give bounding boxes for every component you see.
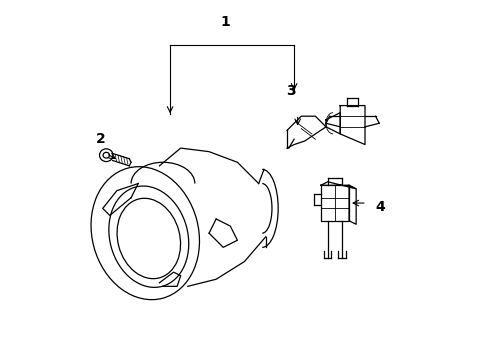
- Text: 1: 1: [220, 15, 229, 30]
- Bar: [320, 185, 348, 221]
- Text: 3: 3: [285, 85, 295, 99]
- Text: 4: 4: [375, 199, 385, 213]
- Text: 2: 2: [96, 132, 105, 146]
